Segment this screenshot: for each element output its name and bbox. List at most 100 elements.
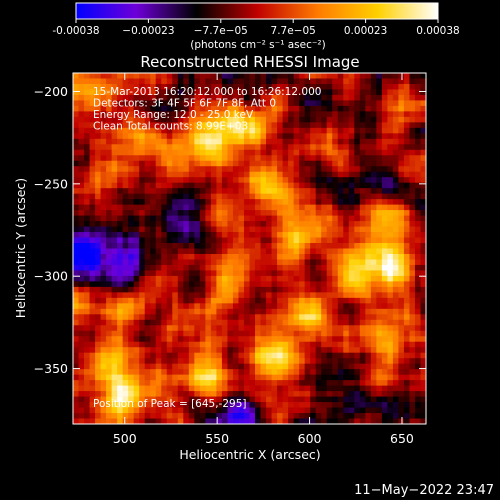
heatmap-cell (210, 83, 217, 90)
heatmap-cell (337, 73, 344, 79)
heatmap-cell (348, 363, 355, 370)
heatmap-cell (216, 89, 223, 96)
heatmap-cell (293, 341, 300, 348)
heatmap-cell (266, 314, 272, 321)
heatmap-cell (249, 363, 256, 370)
heatmap-cell (117, 94, 124, 101)
heatmap-cell (227, 358, 234, 365)
heatmap-cell (260, 248, 267, 255)
heatmap-cell (111, 281, 118, 288)
heatmap-cell (381, 352, 388, 359)
heatmap-cell (365, 111, 372, 118)
heatmap-cell (106, 144, 113, 151)
heatmap-cell (122, 402, 129, 408)
heatmap-cell (78, 308, 85, 315)
heatmap-cell (117, 270, 124, 277)
heatmap-cell (78, 248, 85, 255)
heatmap-cell (232, 391, 239, 397)
heatmap-cell (403, 413, 410, 419)
heatmap-cell (310, 105, 317, 112)
heatmap-cell (381, 391, 388, 397)
heatmap-cell (95, 319, 101, 326)
heatmap-cell (78, 182, 85, 189)
heatmap-cell (188, 270, 195, 277)
heatmap-cell (288, 171, 295, 178)
heatmap-cell (95, 363, 101, 370)
heatmap-cell (359, 78, 366, 85)
heatmap-cell (387, 358, 394, 365)
heatmap-cell (409, 413, 416, 419)
heatmap-cell (332, 237, 339, 244)
heatmap-cell (150, 413, 157, 419)
heatmap-cell (249, 204, 256, 211)
heatmap-cell (354, 336, 361, 343)
heatmap-cell (183, 193, 190, 200)
heatmap-cell (409, 352, 416, 359)
heatmap-cell (183, 396, 190, 403)
heatmap-cell (376, 94, 383, 101)
heatmap-cell (150, 166, 157, 173)
heatmap-cell (73, 281, 79, 288)
heatmap-cell (177, 341, 184, 348)
heatmap-cell (381, 177, 388, 184)
heatmap-cell (117, 127, 124, 134)
heatmap-cell (73, 166, 79, 173)
heatmap-cell (232, 78, 239, 85)
heatmap-cell (243, 303, 250, 310)
heatmap-cell (117, 314, 124, 321)
heatmap-cell (326, 89, 333, 96)
heatmap-cell (343, 303, 350, 310)
heatmap-cell (172, 292, 179, 299)
heatmap-cell (238, 188, 245, 195)
heatmap-cell (414, 243, 421, 249)
heatmap-cell (199, 385, 206, 392)
heatmap-cell (288, 391, 295, 397)
heatmap-cell (232, 89, 239, 96)
heatmap-cell (315, 188, 322, 195)
heatmap-cell (238, 116, 245, 123)
heatmap-cell (370, 226, 377, 233)
heatmap-cell (177, 177, 184, 184)
heatmap-cell (354, 149, 361, 156)
heatmap-cell (381, 138, 388, 145)
heatmap-cell (216, 215, 223, 222)
heatmap-cell (271, 374, 278, 381)
heatmap-cell (403, 199, 410, 206)
heatmap-cell (260, 83, 267, 90)
heatmap-cell (106, 138, 113, 145)
heatmap-cell (288, 89, 295, 96)
heatmap-cell (271, 341, 278, 348)
heatmap-cell (78, 374, 85, 381)
heatmap-cell (172, 347, 179, 354)
heatmap-cell (227, 330, 234, 337)
heatmap-cell (100, 94, 107, 101)
heatmap-cell (304, 325, 311, 332)
heatmap-cell (106, 325, 113, 332)
heatmap-cell (95, 253, 101, 260)
heatmap-cell (89, 407, 96, 414)
heatmap-cell (177, 188, 184, 195)
heatmap-cell (133, 127, 140, 134)
heatmap-cell (232, 413, 239, 419)
heatmap-cell (95, 281, 101, 288)
heatmap-cell (321, 182, 328, 189)
heatmap-cell (194, 89, 201, 96)
heatmap-cell (277, 155, 283, 162)
heatmap-cell (348, 226, 355, 233)
heatmap-cell (117, 259, 124, 266)
heatmap-cell (260, 325, 267, 332)
heatmap-cell (282, 358, 289, 365)
heatmap-cell (199, 319, 206, 326)
heatmap-cell (354, 352, 361, 359)
heatmap-cell (398, 253, 405, 260)
heatmap-cell (84, 199, 90, 206)
heatmap-cell (144, 171, 151, 178)
heatmap-cell (260, 237, 267, 244)
heatmap-cell (227, 286, 234, 293)
heatmap-cell (78, 358, 85, 365)
heatmap-cell (216, 259, 223, 266)
heatmap-cell (227, 363, 234, 370)
heatmap-cell (310, 308, 317, 315)
colorbar-gradient (75, 2, 439, 20)
heatmap-cell (392, 314, 399, 321)
